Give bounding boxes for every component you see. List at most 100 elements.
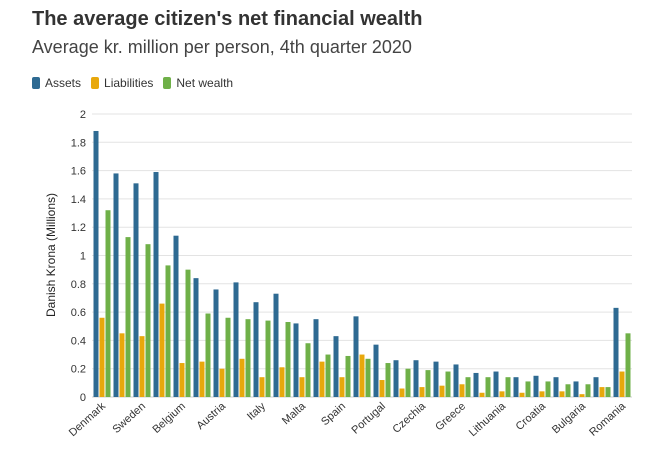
bar-assets[interactable] [593,377,599,397]
bar-assets[interactable] [413,360,419,397]
bar-assets[interactable] [453,364,459,397]
bar-net-wealth[interactable] [345,355,351,397]
bar-net-wealth[interactable] [305,343,311,397]
bar-net-wealth[interactable] [285,322,291,397]
bar-assets[interactable] [393,360,399,397]
bar-assets[interactable] [253,302,259,397]
bar-liabilities[interactable] [419,387,425,397]
x-tick-label: Czechia [390,400,428,436]
x-tick-label: Croatia [514,400,549,433]
bar-assets[interactable] [233,282,239,397]
bar-assets[interactable] [153,172,159,397]
bar-liabilities[interactable] [619,371,625,397]
x-tick-label: Greece [433,400,468,433]
bar-liabilities[interactable] [239,358,245,397]
y-tick-label: 0.6 [71,307,86,319]
bar-assets[interactable] [433,361,439,397]
bar-assets[interactable] [173,235,179,397]
bar-liabilities[interactable] [199,361,205,397]
bar-assets[interactable] [213,289,219,397]
y-tick-label: 1 [80,251,86,263]
bar-liabilities[interactable] [539,391,545,397]
bar-assets[interactable] [513,377,519,397]
bar-assets[interactable] [473,372,479,397]
bar-liabilities[interactable] [339,377,345,397]
bar-net-wealth[interactable] [185,269,191,397]
bar-net-wealth[interactable] [445,371,451,397]
bar-net-wealth[interactable] [485,377,491,397]
bar-assets[interactable] [613,307,619,397]
bar-liabilities[interactable] [359,354,365,397]
x-tick-label: Romania [587,400,628,439]
bar-net-wealth[interactable] [525,381,531,397]
legend-item-liabilities[interactable]: Liabilities [91,76,153,90]
bar-liabilities[interactable] [299,377,305,397]
bar-liabilities[interactable] [579,394,585,397]
bar-assets[interactable] [133,183,139,397]
bar-net-wealth[interactable] [365,358,371,397]
bar-liabilities[interactable] [379,380,385,397]
bar-liabilities[interactable] [259,377,265,397]
bar-assets[interactable] [273,293,279,397]
bar-net-wealth[interactable] [225,317,231,397]
bar-liabilities[interactable] [439,385,445,397]
legend-label-liabilities: Liabilities [104,76,154,90]
bar-liabilities[interactable] [519,392,525,397]
bar-net-wealth[interactable] [165,265,171,397]
y-tick-label: 0 [80,392,86,404]
x-tick-label: Sweden [110,400,148,436]
bar-net-wealth[interactable] [245,319,251,397]
bar-liabilities[interactable] [319,361,325,397]
bar-assets[interactable] [113,173,119,397]
y-tick-label: 2 [80,109,86,121]
bar-net-wealth[interactable] [385,363,391,397]
bar-liabilities[interactable] [499,391,505,397]
legend-item-net-wealth[interactable]: Net wealth [163,76,233,90]
bar-net-wealth[interactable] [265,320,271,397]
bar-net-wealth[interactable] [585,384,591,397]
bar-net-wealth[interactable] [325,354,331,397]
bar-assets[interactable] [353,316,359,397]
bar-liabilities[interactable] [219,368,225,397]
bar-net-wealth[interactable] [625,333,631,397]
bar-net-wealth[interactable] [565,384,571,397]
bar-assets[interactable] [553,377,559,397]
bar-liabilities[interactable] [139,336,145,397]
bars [93,130,631,398]
bar-assets[interactable] [93,130,99,398]
bar-liabilities[interactable] [459,384,465,397]
bar-net-wealth[interactable] [465,377,471,397]
bar-net-wealth[interactable] [145,244,151,397]
legend: Assets Liabilities Net wealth [32,76,243,90]
bar-net-wealth[interactable] [405,368,411,397]
bar-assets[interactable] [193,278,199,397]
bar-assets[interactable] [373,344,379,397]
bar-assets[interactable] [313,319,319,397]
bar-net-wealth[interactable] [425,370,431,397]
bar-net-wealth[interactable] [545,381,551,397]
bar-assets[interactable] [533,375,539,397]
bar-assets[interactable] [493,371,499,397]
bar-net-wealth[interactable] [125,237,131,397]
legend-label-assets: Assets [45,76,82,90]
bar-net-wealth[interactable] [505,377,511,397]
legend-item-assets[interactable]: Assets [32,76,81,90]
bar-liabilities[interactable] [599,387,605,397]
bar-liabilities[interactable] [559,391,565,397]
bar-liabilities[interactable] [399,388,405,397]
bar-liabilities[interactable] [279,367,285,397]
bar-assets[interactable] [293,323,299,397]
bar-net-wealth[interactable] [605,387,611,397]
bar-liabilities[interactable] [179,363,185,397]
bar-liabilities[interactable] [99,317,105,397]
bar-net-wealth[interactable] [205,313,211,397]
y-tick-label: 1.4 [71,194,86,206]
bar-liabilities[interactable] [479,392,485,397]
bar-assets[interactable] [573,381,579,397]
y-tick-label: 1.6 [71,166,86,178]
bar-assets[interactable] [333,336,339,397]
bar-liabilities[interactable] [159,303,165,397]
bar-net-wealth[interactable] [105,210,111,397]
bar-liabilities[interactable] [119,333,125,397]
